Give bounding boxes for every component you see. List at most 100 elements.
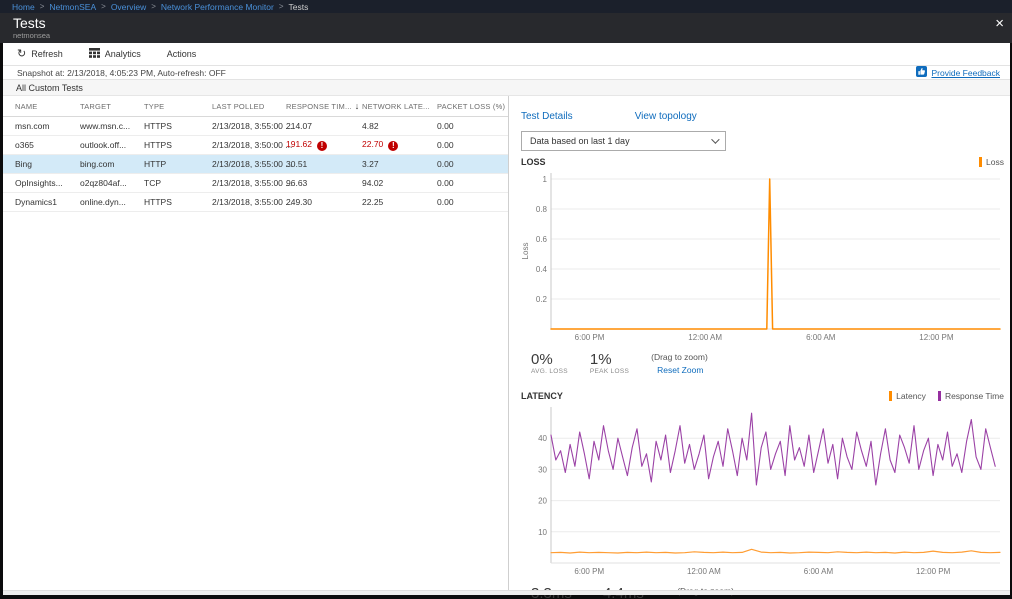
avg-loss-label: AVG. LOSS	[531, 368, 568, 375]
actions-button[interactable]: Actions	[167, 49, 197, 59]
svg-text:12:00 PM: 12:00 PM	[919, 333, 954, 342]
svg-text:30: 30	[538, 465, 547, 474]
loss-reset-zoom-link[interactable]: Reset Zoom	[657, 365, 704, 375]
column-header[interactable]: TYPE	[144, 102, 212, 111]
cell-packet-loss: 0.00	[437, 121, 454, 131]
table-row[interactable]: Bing bing.com HTTP 2/13/2018, 3:55:00 ... 30…	[3, 155, 508, 174]
breadcrumb-item[interactable]: Network Performance Monitor	[160, 1, 274, 12]
legend-item: Loss	[979, 157, 1004, 167]
cell-response-time: 96.63	[286, 178, 362, 188]
view-topology-link[interactable]: View topology	[634, 111, 697, 122]
cell-name: o365	[15, 140, 34, 150]
cell-last-polled: 2/13/2018, 3:55:00 ...	[212, 197, 293, 207]
page-subtitle: netmonsea	[13, 31, 51, 40]
breadcrumb-item: Tests	[288, 1, 309, 12]
response-time-value: 214.07	[286, 121, 312, 131]
breadcrumb-separator: >	[39, 2, 45, 11]
legend-item: Latency	[889, 391, 926, 401]
feedback-label[interactable]: Provide Feedback	[931, 67, 1000, 78]
page-title: Tests	[13, 15, 46, 31]
sort-descending-icon: ↓	[354, 101, 360, 111]
close-icon[interactable]: ×	[995, 15, 1004, 32]
breadcrumb-item[interactable]: Home	[12, 1, 35, 12]
column-header[interactable]: TARGET	[80, 102, 144, 111]
loss-drag-hint: (Drag to zoom)	[651, 352, 708, 362]
provide-feedback-link[interactable]: Provide Feedback	[916, 66, 1000, 79]
section-bar: All Custom Tests	[3, 80, 1010, 96]
column-header[interactable]: PACKET LOSS (%)	[437, 102, 508, 111]
time-range-dropdown[interactable]: Data based on last 1 day	[521, 131, 726, 151]
svg-text:0.4: 0.4	[536, 265, 548, 274]
column-header[interactable]: RESPONSE TIM... ↓	[286, 101, 362, 111]
title-bar: Tests netmonsea ×	[0, 13, 1012, 43]
column-header[interactable]: NAME	[15, 102, 80, 111]
svg-text:1: 1	[543, 175, 548, 184]
breadcrumb-separator: >	[101, 2, 106, 11]
cell-network-latency: 22.25	[362, 197, 437, 207]
breadcrumb-separator: >	[278, 2, 284, 11]
tests-table: NAME TARGET TYPE LAST POLLED RESPONSE TIM...…	[3, 96, 509, 590]
table-row[interactable]: o365 outlook.off... HTTPS 2/13/2018, 3:50:0…	[3, 136, 508, 155]
table-row[interactable]: OpInsights... o2qz804af... TCP 2/13/2018, 3…	[3, 174, 508, 193]
svg-text:12:00 AM: 12:00 AM	[687, 567, 721, 576]
svg-text:6:00 PM: 6:00 PM	[575, 333, 605, 342]
column-header-label: TYPE	[144, 101, 165, 111]
cell-response-time: 191.62!	[286, 139, 362, 151]
snapshot-text: Snapshot at: 2/13/2018, 4:05:23 PM, Auto…	[17, 67, 226, 78]
test-details-link[interactable]: Test Details	[521, 111, 573, 122]
analytics-label: Analytics	[104, 49, 141, 59]
breadcrumb-item[interactable]: NetmonSEA	[49, 1, 97, 12]
breadcrumb-item[interactable]: Overview	[110, 1, 147, 12]
horizontal-scrollbar[interactable]	[3, 590, 1010, 595]
error-icon: !	[388, 141, 399, 151]
latency-chart[interactable]: 10 20 30 40 6:00 PM 12:00 AM 6:00 AM 12:00 PM	[521, 401, 1004, 579]
loss-chart[interactable]: 0.2 0.4 0.6 0.8 1 6:00 PM 12:00 AM 6:00 AM 12:00…	[521, 167, 1004, 345]
cell-packet-loss: 0.00	[437, 159, 454, 169]
breadcrumb: Home > NetmonSEA > Overview > Network Performa…	[0, 0, 1012, 13]
column-header[interactable]: LAST POLLED	[212, 102, 286, 111]
legend-label: Loss	[986, 157, 1004, 167]
latency-chart-title: LATENCY	[521, 391, 563, 401]
svg-text:6:00 AM: 6:00 AM	[804, 567, 834, 576]
column-header-label: RESPONSE TIM...	[286, 102, 352, 111]
analytics-grid-icon	[88, 48, 100, 60]
refresh-button[interactable]: ↻ Refresh	[17, 48, 63, 60]
column-header-label: LAST POLLED	[212, 101, 265, 111]
cell-response-time: 214.07	[286, 121, 362, 131]
cell-response-time: 249.30	[286, 197, 362, 207]
loss-chart-title: LOSS	[521, 157, 546, 167]
svg-text:6:00 PM: 6:00 PM	[574, 567, 604, 576]
legend-swatch	[889, 391, 893, 401]
svg-text:0.8: 0.8	[536, 205, 548, 214]
svg-text:20: 20	[538, 497, 547, 506]
legend-swatch	[937, 391, 941, 401]
latency-legend: Latency Response Time	[889, 391, 1004, 401]
table-row[interactable]: msn.com www.msn.c... HTTPS 2/13/2018, 3:55:…	[3, 117, 508, 136]
section-title: All Custom Tests	[16, 82, 83, 93]
analytics-button[interactable]: Analytics	[88, 48, 141, 60]
table-row[interactable]: Dynamics1 online.dyn... HTTPS 2/13/2018, 3:…	[3, 193, 508, 212]
test-details-panel: Test Details View topology Data based on…	[509, 96, 1010, 599]
cell-packet-loss: 0.00	[437, 178, 454, 188]
cell-name: msn.com	[15, 121, 50, 131]
response-time-value: 191.62	[286, 139, 312, 149]
cell-type: HTTPS	[144, 197, 172, 207]
blade-content: ↻ Refresh Analytics Actions Snapshot at:…	[3, 43, 1010, 599]
column-header-label: NETWORK LATE...	[362, 101, 430, 111]
cell-type: HTTP	[144, 159, 167, 169]
cell-last-polled: 2/13/2018, 3:50:00 ...	[212, 140, 293, 150]
svg-text:0.6: 0.6	[536, 235, 548, 244]
svg-text:12:00 PM: 12:00 PM	[916, 567, 951, 576]
legend-label: Latency	[896, 391, 926, 401]
refresh-icon: ↻	[17, 48, 27, 60]
breadcrumb-separator: >	[151, 2, 156, 11]
cell-target: bing.com	[80, 159, 115, 169]
svg-text:12:00 AM: 12:00 AM	[688, 333, 722, 342]
column-header[interactable]: NETWORK LATE...	[362, 102, 437, 111]
response-time-value: 96.63	[286, 178, 308, 188]
cell-target: www.msn.c...	[80, 121, 131, 131]
avg-loss-value: 0%	[531, 351, 553, 368]
toolbar: ↻ Refresh Analytics Actions	[3, 43, 1010, 65]
legend-label: Response Time	[944, 391, 1004, 401]
svg-text:10: 10	[538, 528, 547, 537]
